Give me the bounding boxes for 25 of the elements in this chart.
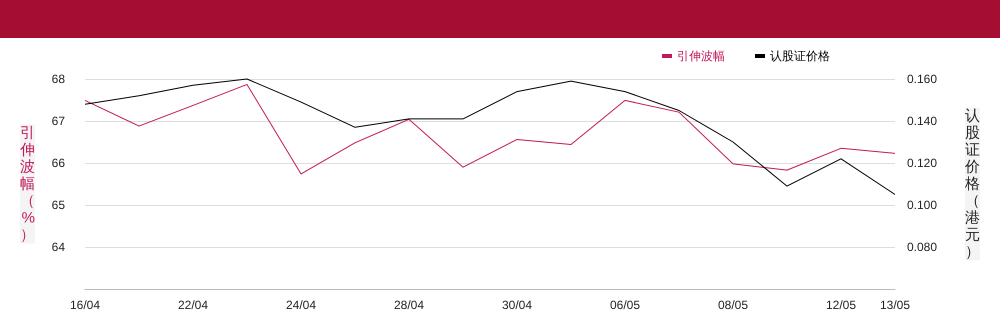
x-tick-label: 24/04 xyxy=(286,298,316,312)
y2-tick-label: 0.160 xyxy=(907,72,938,86)
x-tick-label: 06/05 xyxy=(610,298,640,312)
x-tick-label: 08/05 xyxy=(718,298,748,312)
y-axis-title: 引伸波幅（%） xyxy=(19,124,35,244)
y2-tick-label: 0.100 xyxy=(907,198,938,212)
y-tick-label: 67 xyxy=(52,114,66,128)
y-tick-label: 68 xyxy=(52,72,66,86)
y2-tick-label: 0.120 xyxy=(907,156,938,170)
y-tick-label: 64 xyxy=(52,240,66,254)
legend-label: 认股证价格 xyxy=(770,49,830,63)
legend-label: 引伸波幅 xyxy=(677,49,725,63)
y2-tick-label: 0.080 xyxy=(907,240,938,254)
x-tick-label: 13/05 xyxy=(880,298,910,312)
x-tick-label: 30/04 xyxy=(502,298,532,312)
text: 认股证价格（港元） xyxy=(965,108,980,260)
line-series xyxy=(84,84,896,174)
x-tick-label: 28/04 xyxy=(394,298,424,312)
y2-tick-label: 0.140 xyxy=(907,114,938,128)
y-tick-label: 66 xyxy=(52,156,66,170)
x-tick-label: 12/05 xyxy=(826,298,856,312)
y-tick-label: 65 xyxy=(52,198,66,212)
line-series xyxy=(84,78,896,195)
x-tick-label: 22/04 xyxy=(178,298,208,312)
x-tick-label: 16/04 xyxy=(70,298,100,312)
